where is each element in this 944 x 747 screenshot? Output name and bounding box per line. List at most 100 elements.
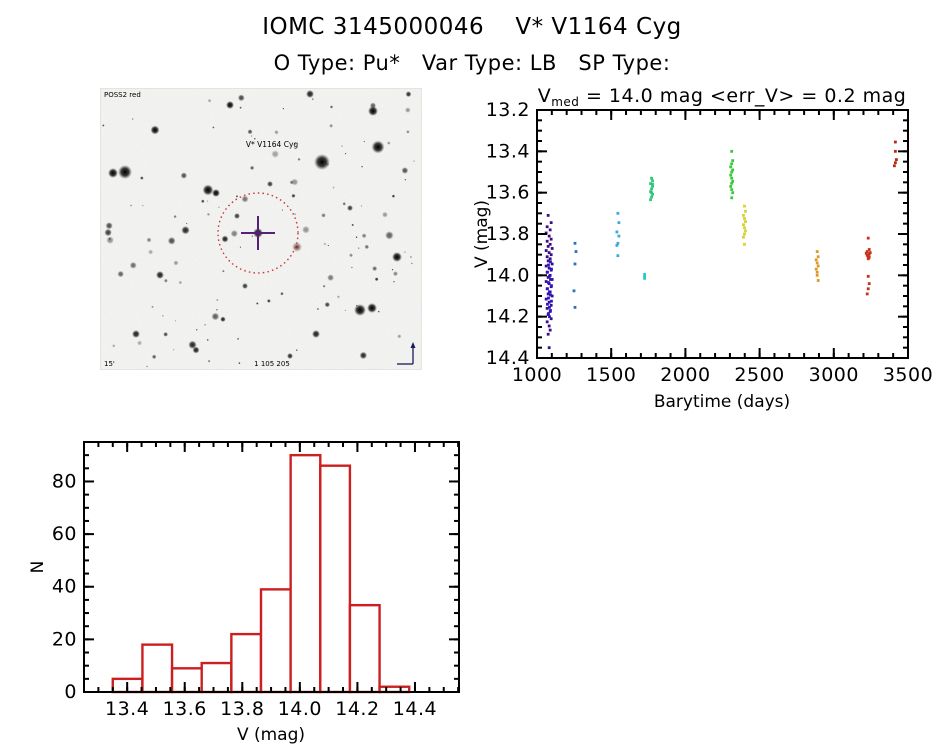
data-point [544, 297, 548, 301]
data-point [547, 324, 551, 328]
data-point [650, 195, 653, 199]
data-point [545, 225, 549, 229]
star [185, 222, 188, 225]
data-point [547, 296, 550, 300]
x-tick-label: 1000 [512, 364, 562, 386]
histogram-bar [289, 453, 322, 694]
data-point [742, 235, 745, 239]
data-point [815, 261, 819, 265]
data-point [549, 278, 552, 281]
star [236, 337, 240, 341]
star [287, 353, 293, 359]
data-point [866, 287, 870, 291]
star [342, 202, 346, 206]
star [202, 184, 214, 196]
star [241, 195, 249, 203]
star [291, 193, 296, 198]
histogram-bar [170, 667, 203, 694]
star [404, 107, 411, 113]
data-point [547, 251, 551, 254]
data-point [814, 267, 818, 271]
plot-frame [536, 109, 909, 359]
star [239, 106, 242, 109]
data-point [730, 149, 734, 153]
data-point [615, 243, 619, 247]
data-point [744, 209, 747, 213]
magnitude-histogram-plot: 13.4 13.6 13.8 14.0 14.2 14.4 0 20 40 60 80 V (mag)… [30, 441, 460, 745]
star [361, 165, 363, 168]
cluster-epoch-1-blue [546, 260, 553, 319]
data-point [816, 279, 820, 282]
data-point [867, 248, 871, 251]
data-point [549, 237, 553, 241]
data-point [731, 168, 735, 172]
data-point [548, 290, 551, 294]
x-tick-label: 14.2 [335, 698, 379, 720]
data-point [617, 221, 621, 225]
star [129, 261, 137, 269]
star [329, 105, 334, 109]
data-point [550, 247, 554, 250]
data-point [815, 273, 819, 277]
data-point [546, 287, 549, 291]
data-point [743, 204, 746, 208]
data-point [651, 179, 654, 183]
star [297, 157, 301, 161]
star [129, 204, 133, 207]
data-point [730, 176, 734, 180]
data-point [815, 270, 819, 274]
data-point [616, 211, 620, 215]
star [204, 323, 206, 326]
star [312, 330, 320, 338]
star [377, 310, 380, 313]
data-point [731, 191, 735, 195]
data-point [730, 162, 734, 166]
star [226, 101, 234, 109]
star [295, 349, 298, 352]
data-point [545, 239, 549, 243]
data-point [546, 245, 550, 248]
star [293, 142, 297, 146]
data-point [866, 236, 870, 240]
data-point [816, 255, 820, 259]
cluster-epoch-5 [649, 176, 654, 202]
y-tick-label: 13.6 [486, 182, 530, 204]
star [363, 140, 366, 143]
star [409, 255, 413, 259]
data-point [815, 250, 819, 253]
data-point [893, 140, 897, 144]
star [327, 244, 330, 247]
x-tick-label: 3500 [883, 364, 933, 386]
data-point [643, 274, 646, 278]
star [173, 260, 179, 266]
star [329, 123, 334, 128]
data-point [546, 214, 550, 217]
star [181, 225, 190, 235]
star [410, 262, 413, 265]
y-tick-label: 14.0 [486, 264, 530, 286]
data-point [550, 284, 553, 288]
star [401, 167, 409, 174]
star [195, 328, 198, 331]
star [235, 195, 239, 198]
data-point [730, 196, 734, 200]
star [361, 233, 367, 239]
cluster-epoch-2 [572, 241, 578, 309]
star [173, 214, 177, 219]
x-tick-label: 13.4 [105, 698, 149, 720]
data-point [867, 252, 871, 256]
star [238, 362, 241, 365]
data-point [865, 292, 869, 296]
data-point [731, 179, 735, 183]
data-point [547, 266, 551, 270]
data-point [549, 221, 553, 225]
star [221, 235, 229, 243]
red-star [292, 242, 302, 252]
star [216, 308, 218, 311]
histogram-bar [230, 632, 263, 694]
scale-label: 15' [104, 360, 115, 368]
star [146, 237, 152, 243]
y-tick-label: 20 [52, 628, 77, 650]
footer-label: 1 105 205 [254, 360, 290, 368]
